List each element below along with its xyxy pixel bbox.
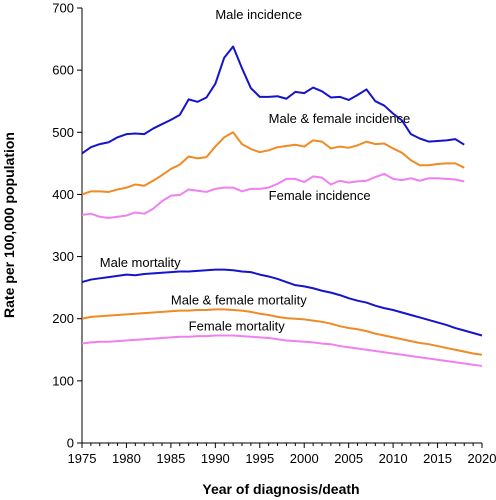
x-tick-label: 1990: [201, 451, 230, 466]
y-tick-label: 400: [52, 187, 74, 202]
annotation-combined-mortality: Male & female mortality: [171, 292, 307, 307]
y-tick-label: 700: [52, 1, 74, 16]
y-tick-label: 200: [52, 311, 74, 326]
annotation-female-mortality: Female mortality: [189, 319, 286, 334]
x-tick-label: 1975: [68, 451, 97, 466]
y-tick-label: 0: [67, 436, 74, 451]
x-tick-label: 2000: [290, 451, 319, 466]
x-tick-label: 2015: [423, 451, 452, 466]
x-tick-label: 1995: [245, 451, 274, 466]
y-tick-label: 600: [52, 63, 74, 78]
series-line-female-incidence: [81, 172, 465, 220]
axes: 0 100 200 300 400 500 600 700 1975 1980 1985 1990 19…: [52, 1, 496, 467]
x-tick-label: 1980: [112, 451, 141, 466]
x-tick-label: 2020: [468, 451, 496, 466]
series-lines: [81, 45, 483, 367]
x-tick-label: 1985: [156, 451, 185, 466]
x-tick-label: 2010: [379, 451, 408, 466]
y-tick-label: 300: [52, 249, 74, 264]
series-annotations: Male incidence Male & female incidence Fem…: [100, 7, 411, 333]
annotation-male-incidence: Male incidence: [215, 7, 302, 22]
y-tick-label: 100: [52, 373, 74, 388]
y-axis-title: Rate per 100,000 population: [1, 132, 17, 318]
series-line-combined-incidence: [81, 131, 465, 196]
x-tick-label: 2005: [334, 451, 363, 466]
annotation-female-incidence: Female incidence: [269, 188, 371, 203]
series-line-male-incidence: [81, 45, 465, 155]
series-line-female-mortality: [81, 334, 483, 367]
x-axis-title: Year of diagnosis/death: [202, 481, 359, 497]
series-line-male-mortality: [81, 268, 483, 337]
annotation-combined-incidence: Male & female incidence: [269, 111, 411, 126]
y-tick-label: 500: [52, 125, 74, 140]
series-line-combined-mortality: [81, 308, 483, 356]
annotation-male-mortality: Male mortality: [100, 255, 181, 270]
